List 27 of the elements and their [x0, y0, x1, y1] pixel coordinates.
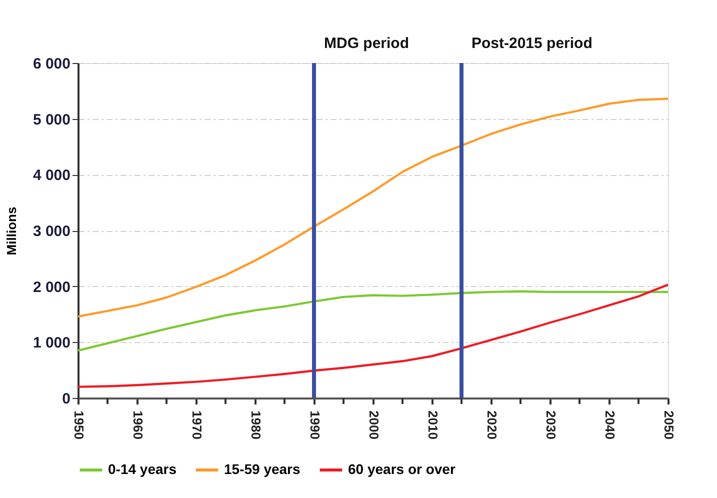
line-series [78, 290, 668, 352]
ref-line-label: MDG period [324, 35, 409, 52]
y-tick-label: 2 000 [32, 278, 70, 296]
line-series [78, 98, 668, 318]
ref-line-label: Post-2015 period [472, 35, 592, 52]
y-tick-label: 3 000 [32, 223, 70, 240]
x-tick-label: 1970 [190, 410, 204, 440]
x-tick-label: 2030 [544, 410, 558, 440]
y-tick-label: 6 000 [32, 56, 70, 72]
legend-label: 0-14 years [108, 461, 177, 477]
legend-label: 15-59 years [224, 461, 301, 477]
x-tick-label: 2050 [662, 410, 676, 440]
x-tick-label: 1960 [130, 410, 146, 440]
x-tick-label: 1980 [248, 410, 264, 440]
line-series [78, 284, 668, 388]
x-tick-label: 2040 [602, 410, 618, 440]
y-axis-title: Millions [4, 206, 19, 256]
x-tick-label: 1950 [72, 410, 86, 440]
y-tick-label: 0 [62, 390, 70, 408]
y-tick-label: 1 000 [32, 334, 70, 352]
x-tick-label: 2020 [484, 410, 500, 440]
x-tick-label: 2000 [366, 410, 382, 440]
legend-label: 60 years or over [348, 461, 456, 477]
x-tick-label: 2010 [426, 410, 440, 440]
x-tick-label: 1990 [308, 410, 322, 440]
y-tick-label: 4 000 [32, 167, 70, 184]
y-tick-label: 5 000 [32, 111, 70, 128]
